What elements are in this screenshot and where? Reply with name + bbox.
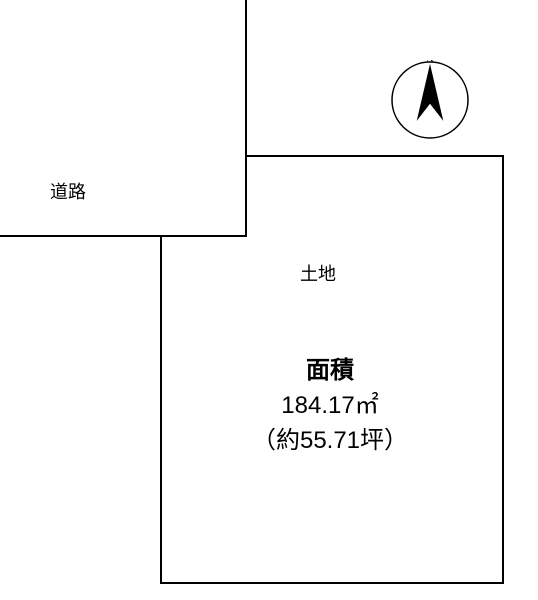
area-value: 184.17㎡ [200, 385, 460, 420]
area-info: 面積 184.17㎡ （約55.71坪） [200, 350, 460, 455]
compass-icon: N [390, 60, 470, 145]
plot-diagram: 道路 土地 N 面積 184.17㎡ （約55.71坪） [0, 0, 538, 600]
road-label: 道路 [50, 178, 86, 204]
area-tsubo: （約55.71坪） [200, 420, 460, 455]
road-box [0, 0, 247, 237]
land-label: 土地 [300, 260, 336, 286]
area-title: 面積 [200, 350, 460, 385]
